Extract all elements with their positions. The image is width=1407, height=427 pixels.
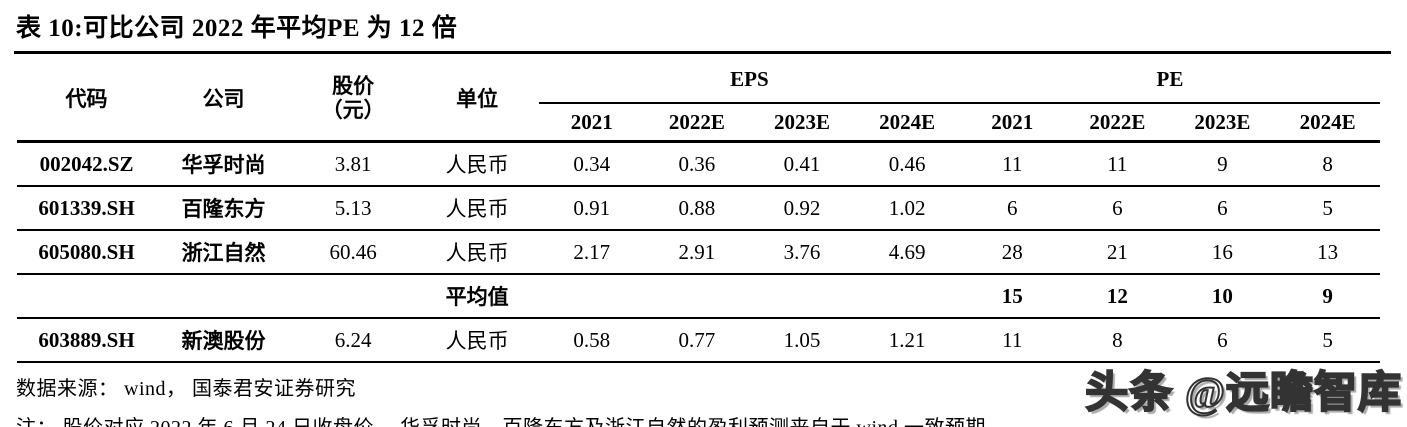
eps-cell: 2.17 [573,239,611,264]
pe-cell: 13 [1317,239,1339,264]
header-eps-group: EPS [539,56,960,104]
pe-cell: 9 [1217,151,1228,176]
code-cell: 603889.SH [38,327,135,352]
pe-cell: 6 [1217,327,1228,352]
unit-cell: 人民币 [445,241,509,265]
eps-cell: 1.02 [888,195,926,220]
eps-cell: 0.91 [573,195,611,220]
code-cell: 002042.SZ [39,151,134,176]
empty-cell [156,274,291,318]
empty-cell [855,274,960,318]
eps-cell: 0.41 [783,151,821,176]
average-pe-cell: 10 [1211,283,1233,308]
table-title: 表 10:可比公司 2022 年平均PE 为 12 倍 [14,6,1391,54]
pe-cell: 11 [1002,327,1023,352]
header-pe-year: 2023E [1194,109,1251,134]
company-cell: 华孚时尚 [181,153,266,177]
data-source-text: 数据来源： wind， 国泰君安证券研究 [16,378,356,400]
footnote-text: 注： 股价对应 2022 年 6 月 24 日收盘价， 华孚时尚、百隆东方及浙江… [16,411,1391,427]
header-pe-year: 2021 [991,109,1034,134]
pe-cell: 21 [1106,239,1128,264]
header-pe-year: 2022E [1089,109,1146,134]
header-company: 公司 [202,87,245,111]
price-cell: 5.13 [334,195,372,220]
pe-cell: 8 [1112,327,1123,352]
header-eps-year: 2022E [668,109,725,134]
header-code: 代码 [65,87,108,111]
table-row: 002042.SZ 华孚时尚 3.81 人民币 0.34 0.36 0.41 0… [17,142,1381,186]
eps-cell: 0.58 [573,327,611,352]
company-cell: 浙江自然 [181,241,266,265]
average-pe-cell: 12 [1106,283,1128,308]
table-row: 603889.SH 新澳股份 6.24 人民币 0.58 0.77 1.05 1… [17,318,1381,362]
average-pe-cell: 9 [1322,283,1333,308]
empty-cell [539,274,644,318]
eps-cell: 1.05 [783,327,821,352]
eps-cell: 0.88 [678,195,716,220]
unit-cell: 人民币 [445,153,509,177]
unit-cell: 人民币 [445,197,509,221]
table-header: 代码 公司 股价 （元） 单位 EPS PE 2021 2022E 2023E … [17,56,1381,142]
average-label: 平均值 [445,285,509,309]
header-pe-group: PE [959,56,1381,104]
eps-cell: 2.91 [678,239,716,264]
header-price: 股价 （元） [291,56,415,142]
eps-cell: 0.77 [678,327,716,352]
eps-cell: 0.34 [573,151,611,176]
unit-cell: 人民币 [445,329,509,353]
empty-cell [644,274,749,318]
pe-cell: 8 [1322,151,1333,176]
eps-cell: 0.92 [783,195,821,220]
header-price-line1: 股价 [332,74,375,98]
code-cell: 601339.SH [38,195,135,220]
header-unit: 单位 [456,87,499,111]
table-row: 605080.SH 浙江自然 60.46 人民币 2.17 2.91 3.76 … [17,230,1381,274]
header-eps-year: 2024E [879,109,936,134]
eps-cell: 3.76 [783,239,821,264]
company-cell: 百隆东方 [181,197,266,221]
table-row: 601339.SH 百隆东方 5.13 人民币 0.91 0.88 0.92 1… [17,186,1381,230]
price-cell: 6.24 [334,327,372,352]
header-eps-year: 2023E [773,109,830,134]
pe-cell: 5 [1322,327,1333,352]
table-footer: 数据来源： wind， 国泰君安证券研究 注： 股价对应 2022 年 6 月 … [16,372,1391,427]
company-cell: 新澳股份 [181,329,266,353]
price-cell: 60.46 [329,239,377,264]
header-price-line2: （元） [321,98,385,122]
average-pe-cell: 15 [1001,283,1023,308]
eps-cell: 0.46 [888,151,926,176]
header-year-row: 2021 2022E 2023E 2024E 2021 2022E 2023E … [17,103,1380,142]
eps-cell: 1.21 [888,327,926,352]
header-eps-year: 2021 [570,109,613,134]
pe-cell: 6 [1217,195,1228,220]
header-pe-year: 2024E [1299,109,1356,134]
code-cell: 605080.SH [38,239,135,264]
header-group-row: 代码 公司 股价 （元） 单位 EPS PE [17,56,1381,122]
pe-cell: 5 [1322,195,1333,220]
comparable-companies-table: 代码 公司 股价 （元） 单位 EPS PE 2021 2022E 2023E … [17,56,1381,363]
empty-cell [291,274,415,318]
pe-cell: 6 [1006,195,1018,220]
eps-cell: 0.36 [678,151,716,176]
pe-cell: 6 [1112,195,1123,220]
average-row: 平均值 15 12 10 9 [17,274,1381,318]
eps-cell: 4.69 [888,239,926,264]
empty-cell [17,274,156,318]
price-cell: 3.81 [334,151,372,176]
watermark-text: 头条 @远瞻智库 [1084,369,1402,418]
pe-cell: 28 [1001,239,1023,264]
pe-cell: 16 [1211,239,1233,264]
empty-cell [749,274,854,318]
pe-cell: 11 [1002,151,1023,176]
pe-cell: 11 [1107,151,1128,176]
